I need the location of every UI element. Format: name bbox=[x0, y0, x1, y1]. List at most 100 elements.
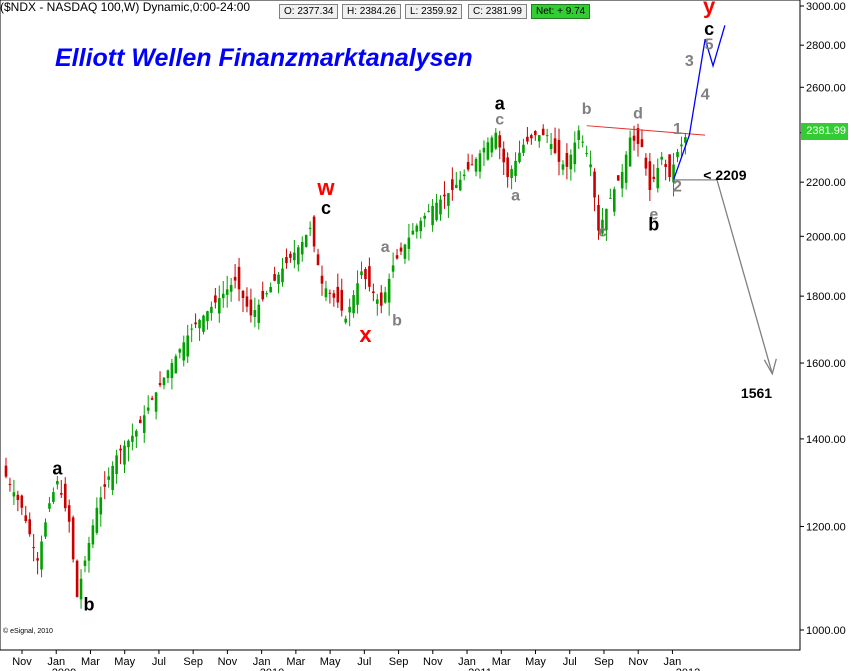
candle-body bbox=[107, 476, 110, 480]
candle-body bbox=[573, 142, 577, 165]
candle-body bbox=[265, 293, 268, 295]
candle-body bbox=[186, 335, 189, 357]
x-tick-label-13: Jan bbox=[458, 656, 476, 668]
x-tick-label-0: Nov bbox=[12, 656, 32, 668]
candle-body bbox=[190, 328, 193, 330]
candle-body bbox=[36, 558, 39, 561]
candle-body bbox=[60, 493, 63, 495]
candle-body bbox=[281, 268, 284, 283]
candle-body bbox=[577, 130, 581, 140]
candle-body bbox=[640, 139, 644, 148]
x-tick-label-11: Sep bbox=[389, 656, 409, 668]
candle-body bbox=[40, 541, 43, 570]
year-label-0: 2009 bbox=[52, 667, 76, 671]
candle-body bbox=[24, 515, 28, 522]
candle-body bbox=[127, 440, 130, 448]
chart-title: Elliott Wellen Finanzmarktanalysen bbox=[55, 44, 473, 72]
candle-body bbox=[237, 266, 241, 290]
candle-body bbox=[198, 319, 201, 329]
candle-body bbox=[502, 148, 505, 163]
x-tick-label-14: Mar bbox=[492, 656, 511, 668]
candle-body bbox=[423, 215, 426, 219]
candle-body bbox=[56, 480, 59, 485]
candle-body bbox=[249, 299, 253, 316]
candle-body bbox=[407, 237, 411, 249]
candle-body bbox=[360, 271, 363, 276]
y-tick-label-9: 1200.00 bbox=[806, 521, 846, 533]
high-value: H: 2384.26 bbox=[342, 4, 401, 19]
candle-body bbox=[628, 137, 632, 167]
candle-body bbox=[648, 161, 652, 190]
candle-body bbox=[194, 322, 197, 325]
candle-body bbox=[427, 210, 430, 212]
candle-body bbox=[245, 296, 249, 307]
candle-body bbox=[514, 160, 517, 176]
candle-body bbox=[32, 547, 35, 549]
candle-body bbox=[162, 377, 166, 386]
candle-body bbox=[474, 158, 478, 172]
candle-body bbox=[569, 154, 573, 170]
symbol-header: ($NDX - NASDAQ 100,W) Dynamic,0:00-24:00 bbox=[0, 0, 251, 14]
candle-body bbox=[486, 142, 490, 160]
candle-body bbox=[218, 298, 221, 314]
candle-body bbox=[676, 151, 679, 158]
candle-body bbox=[419, 220, 423, 232]
candle-body bbox=[455, 184, 458, 188]
candle-body bbox=[214, 295, 217, 303]
wave-label-23: 1561 bbox=[741, 385, 772, 401]
wave-label-2: w bbox=[316, 175, 335, 200]
candle-body bbox=[20, 495, 24, 508]
x-tick-label-18: Nov bbox=[628, 656, 648, 668]
candle-body bbox=[616, 175, 620, 181]
candle-body bbox=[253, 310, 257, 317]
candle-body bbox=[182, 342, 186, 361]
candle-body bbox=[411, 230, 415, 235]
wave-label-8: c bbox=[495, 112, 504, 129]
candle-body bbox=[352, 295, 355, 314]
candle-body bbox=[391, 265, 395, 272]
candle-body bbox=[668, 154, 671, 178]
candle-body bbox=[257, 304, 261, 323]
x-tick-label-4: Jul bbox=[152, 656, 166, 668]
candle-body bbox=[166, 370, 170, 379]
candle-body bbox=[103, 484, 107, 487]
candle-body bbox=[131, 435, 134, 442]
candle-body bbox=[656, 167, 660, 189]
candle-body bbox=[304, 234, 308, 247]
candle-body bbox=[431, 205, 434, 226]
candle-body bbox=[328, 292, 332, 294]
wave-label-1: b bbox=[83, 594, 94, 614]
candle-body bbox=[336, 286, 340, 303]
candle-body bbox=[67, 505, 71, 522]
candle-body bbox=[356, 283, 359, 305]
wave-label-22: < 2209 bbox=[703, 167, 746, 183]
candle-body bbox=[447, 193, 450, 206]
candle-body bbox=[537, 135, 541, 142]
wave-label-3: c bbox=[321, 198, 331, 218]
x-tick-label-8: Mar bbox=[286, 656, 305, 668]
last-price-box: 2381.99 bbox=[801, 123, 848, 140]
wave-label-19: 5 bbox=[705, 36, 714, 53]
candle-body bbox=[470, 164, 474, 166]
candle-body bbox=[372, 291, 375, 294]
wave-label-4: x bbox=[359, 322, 372, 347]
x-tick-label-12: Nov bbox=[423, 656, 443, 668]
y-tick-label-0: 3000.00 bbox=[806, 1, 846, 13]
x-tick-label-17: Sep bbox=[594, 656, 614, 668]
candle-body bbox=[289, 253, 292, 258]
wave-label-7: a bbox=[495, 94, 506, 114]
candle-body bbox=[415, 225, 419, 232]
candle-body bbox=[320, 275, 324, 284]
x-tick-label-19: Jan bbox=[664, 656, 682, 668]
candle-body bbox=[581, 141, 584, 143]
candle-body bbox=[277, 274, 280, 284]
wave-label-13: 1 bbox=[673, 121, 682, 138]
wave-label-21: c bbox=[704, 19, 714, 39]
candle-body bbox=[146, 407, 150, 411]
year-label-3: 2012 bbox=[676, 667, 700, 671]
low-value: L: 2359.92 bbox=[405, 4, 463, 19]
candle-body bbox=[340, 289, 344, 311]
y-tick-label-7: 1600.00 bbox=[806, 358, 846, 370]
candle-body bbox=[565, 152, 569, 167]
candle-body bbox=[395, 255, 399, 259]
